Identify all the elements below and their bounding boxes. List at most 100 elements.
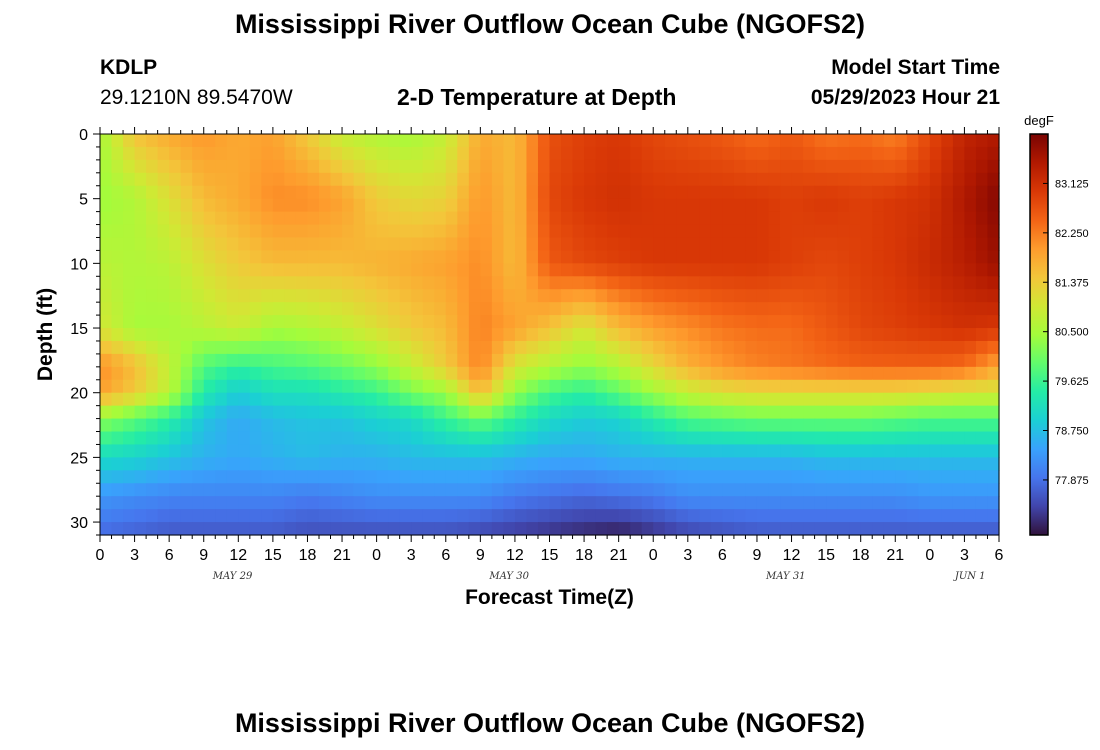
heatmap-cell: [318, 353, 332, 368]
heatmap-cell: [572, 237, 585, 252]
heatmap-cell: [549, 470, 562, 484]
heatmap-cell: [238, 392, 251, 407]
heatmap-cell: [192, 211, 205, 226]
heatmap-cell: [710, 418, 723, 433]
heatmap-cell: [768, 185, 781, 200]
heatmap-cell: [157, 172, 170, 187]
heatmap-cell: [929, 483, 942, 497]
heatmap-cell: [803, 431, 816, 446]
heatmap-cell: [284, 302, 297, 316]
heatmap-cell: [422, 211, 435, 226]
heatmap-cell: [457, 159, 470, 174]
heatmap-cell: [918, 289, 931, 303]
heatmap-cell: [411, 444, 424, 458]
heatmap-cell: [376, 276, 389, 290]
heatmap-cell: [295, 522, 309, 536]
heatmap-cell: [791, 237, 804, 252]
heatmap-cell: [468, 315, 481, 329]
heatmap-cell: [272, 379, 286, 394]
heatmap-cell: [618, 315, 631, 329]
heatmap-cell: [814, 263, 827, 277]
heatmap-cell: [630, 146, 643, 161]
heatmap-cell: [342, 198, 355, 213]
heatmap-cell: [837, 198, 850, 213]
heatmap-cell: [561, 328, 574, 342]
heatmap-cell: [537, 457, 551, 471]
heatmap-cell: [641, 172, 654, 187]
heatmap-cell: [457, 379, 470, 394]
heatmap-cell: [941, 509, 954, 523]
heatmap-cell: [480, 340, 493, 355]
heatmap-cell: [445, 237, 458, 252]
heatmap-cell: [664, 496, 677, 510]
heatmap-cell: [468, 276, 481, 290]
heatmap-cell: [826, 134, 839, 148]
heatmap-cell: [814, 224, 827, 239]
heatmap-cell: [169, 522, 182, 536]
heatmap-cell: [365, 289, 378, 303]
heatmap-cell: [630, 496, 643, 510]
heatmap-cell: [745, 405, 758, 420]
heatmap-cell: [388, 483, 401, 497]
heatmap-cell: [215, 302, 228, 316]
x-tick-label: 6: [995, 547, 1004, 564]
heatmap-cell: [780, 457, 793, 471]
heatmap-cell: [330, 159, 343, 174]
heatmap-cell: [330, 134, 343, 148]
heatmap-cell: [607, 522, 620, 536]
heatmap-cell: [123, 353, 136, 368]
heatmap-cell: [699, 146, 712, 161]
heatmap-cell: [192, 496, 205, 510]
heatmap-cell: [791, 431, 804, 446]
heatmap-cell: [872, 302, 885, 316]
heatmap-cell: [388, 134, 401, 148]
x-tick-label: 15: [817, 547, 835, 564]
heatmap-cell: [549, 237, 562, 252]
heatmap-cell: [388, 405, 401, 420]
heatmap-cell: [929, 418, 942, 433]
heatmap-cell: [906, 431, 919, 446]
heatmap-cell: [399, 457, 412, 471]
heatmap-cell: [445, 470, 458, 484]
heatmap-cell: [226, 431, 239, 446]
heatmap-cell: [607, 483, 620, 497]
colorbar: [1029, 133, 1049, 536]
heatmap-cell: [215, 522, 228, 536]
heatmap-cell: [307, 250, 320, 264]
heatmap-cell: [146, 315, 159, 329]
heatmap-cell: [699, 522, 712, 536]
heatmap-cell: [768, 470, 781, 484]
heatmap-cell: [860, 250, 873, 264]
heatmap-cell: [226, 276, 239, 290]
heatmap-cell: [722, 211, 735, 226]
heatmap-cell: [872, 444, 885, 458]
heatmap-cell: [445, 134, 458, 148]
heatmap-cell: [722, 431, 735, 446]
heatmap-cell: [365, 211, 378, 226]
heatmap-cell: [803, 418, 816, 433]
heatmap-cell: [215, 457, 228, 471]
heatmap-cell: [192, 418, 205, 433]
heatmap-cell: [630, 328, 643, 342]
heatmap-cell: [388, 353, 401, 368]
heatmap-cell: [941, 405, 954, 420]
heatmap-cell: [722, 263, 735, 277]
heatmap-cell: [272, 159, 286, 174]
heatmap-cell: [376, 457, 389, 471]
heatmap-cell: [238, 457, 251, 471]
heatmap-cell: [664, 211, 677, 226]
heatmap-cell: [699, 237, 712, 252]
heatmap-cell: [883, 328, 896, 342]
heatmap-cell: [745, 392, 758, 407]
heatmap-cell: [561, 457, 574, 471]
heatmap-cell: [157, 444, 170, 458]
heatmap-cell: [295, 276, 309, 290]
heatmap-cell: [376, 405, 389, 420]
heatmap-cell: [100, 509, 113, 523]
heatmap-cell: [134, 159, 147, 174]
heatmap-cell: [100, 224, 113, 239]
heatmap-cell: [837, 134, 850, 148]
heatmap-cell: [422, 263, 435, 277]
heatmap-cell: [226, 328, 239, 342]
heatmap-cell: [837, 276, 850, 290]
